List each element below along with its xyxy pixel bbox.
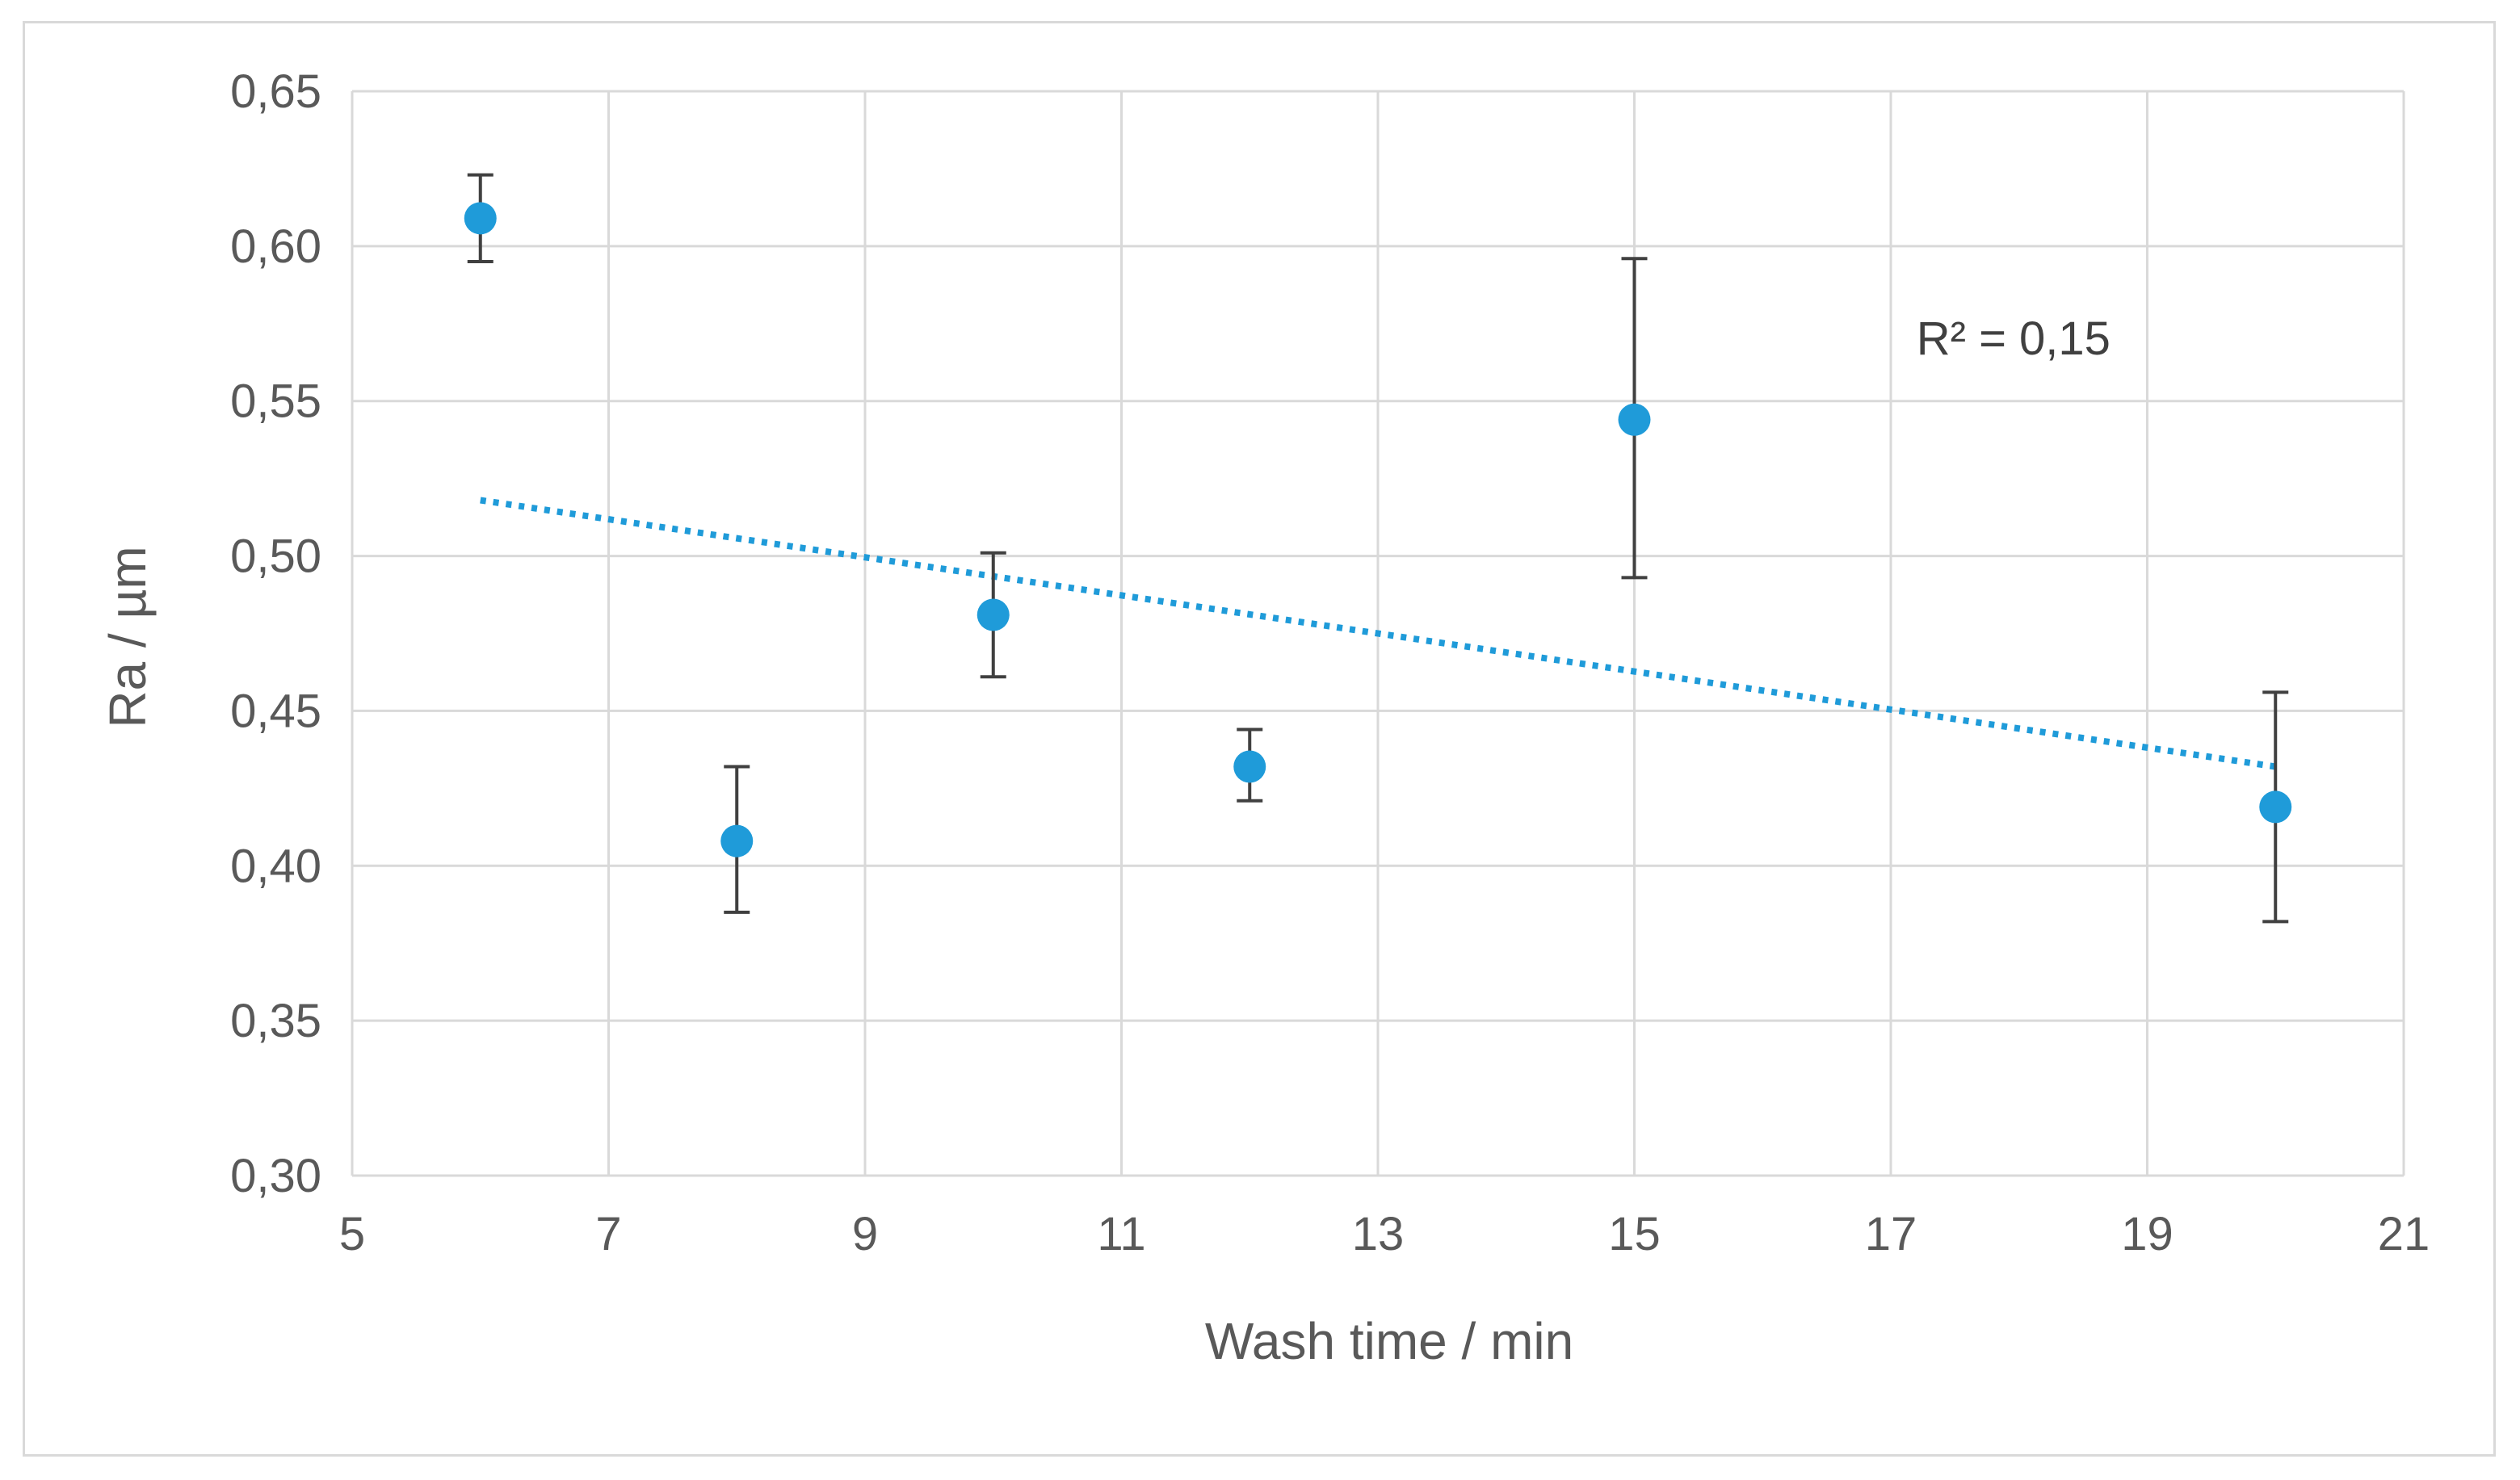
y-tick-label: 0,40 xyxy=(230,840,321,892)
y-tick-label: 0,30 xyxy=(230,1150,321,1202)
y-axis-title: Ra / µm xyxy=(99,546,157,727)
data-point xyxy=(1618,403,1651,436)
data-point xyxy=(464,202,497,235)
y-tick-label: 0,55 xyxy=(230,375,321,428)
x-axis-title: Wash time / min xyxy=(1205,1312,1573,1370)
data-points xyxy=(464,202,2292,857)
y-tick-labels: 0,30 0,35 0,40 0,45 0,50 0,55 0,60 0,65 xyxy=(230,65,321,1202)
x-tick-label: 15 xyxy=(1608,1208,1661,1260)
x-tick-labels: 5 7 9 11 13 15 17 19 21 xyxy=(339,1208,2430,1260)
y-tick-label: 0,45 xyxy=(230,685,321,737)
x-tick-label: 11 xyxy=(1097,1208,1145,1260)
data-point xyxy=(720,824,754,857)
x-tick-label: 5 xyxy=(339,1208,365,1260)
data-point xyxy=(976,598,1010,631)
y-tick-label: 0,65 xyxy=(230,65,321,118)
data-point xyxy=(2259,790,2292,824)
trendline-segment xyxy=(480,497,2276,770)
x-tick-label: 17 xyxy=(1865,1208,1917,1260)
x-tick-label: 9 xyxy=(852,1208,878,1260)
x-tick-label: 13 xyxy=(1352,1208,1405,1260)
x-tick-label: 19 xyxy=(2121,1208,2174,1260)
annotations: R² = 0,15 xyxy=(1917,312,2110,365)
x-tick-label: 7 xyxy=(595,1208,621,1260)
y-tick-label: 0,35 xyxy=(230,995,321,1047)
data-point xyxy=(1233,750,1266,783)
trendline xyxy=(480,497,2276,770)
x-tick-label: 21 xyxy=(2378,1208,2430,1260)
y-tick-label: 0,50 xyxy=(230,530,321,583)
r-squared-annotation: R² = 0,15 xyxy=(1917,312,2110,365)
y-tick-label: 0,60 xyxy=(230,220,321,273)
